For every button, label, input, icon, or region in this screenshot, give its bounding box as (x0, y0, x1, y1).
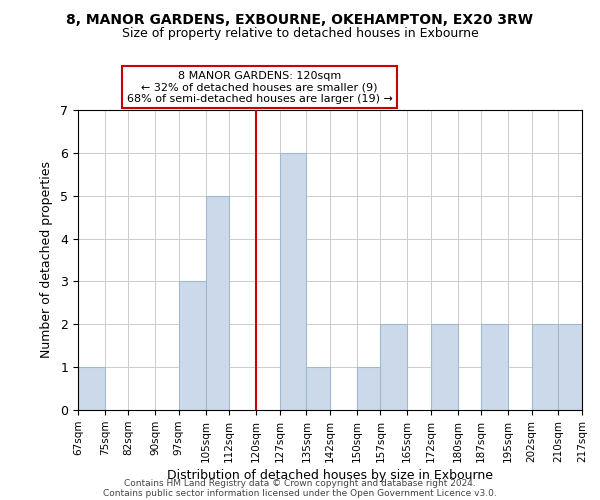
Bar (307, 367, 330, 410)
Bar (280, 153, 307, 410)
Bar (357, 367, 380, 410)
Text: 8 MANOR GARDENS: 120sqm
← 32% of detached houses are smaller (9)
68% of semi-det: 8 MANOR GARDENS: 120sqm ← 32% of detache… (127, 71, 392, 104)
Bar (559, 324, 582, 410)
Bar (206, 196, 229, 410)
Bar (380, 324, 407, 410)
Text: Size of property relative to detached houses in Exbourne: Size of property relative to detached ho… (122, 28, 478, 40)
Bar (481, 324, 508, 410)
X-axis label: Distribution of detached houses by size in Exbourne: Distribution of detached houses by size … (167, 469, 493, 482)
Bar (431, 324, 458, 410)
Bar (179, 282, 206, 410)
Bar (532, 324, 559, 410)
Text: Contains public sector information licensed under the Open Government Licence v3: Contains public sector information licen… (103, 488, 497, 498)
Text: Contains HM Land Registry data © Crown copyright and database right 2024.: Contains HM Land Registry data © Crown c… (124, 478, 476, 488)
Y-axis label: Number of detached properties: Number of detached properties (40, 162, 53, 358)
Bar (78, 367, 105, 410)
Text: 8, MANOR GARDENS, EXBOURNE, OKEHAMPTON, EX20 3RW: 8, MANOR GARDENS, EXBOURNE, OKEHAMPTON, … (67, 12, 533, 26)
